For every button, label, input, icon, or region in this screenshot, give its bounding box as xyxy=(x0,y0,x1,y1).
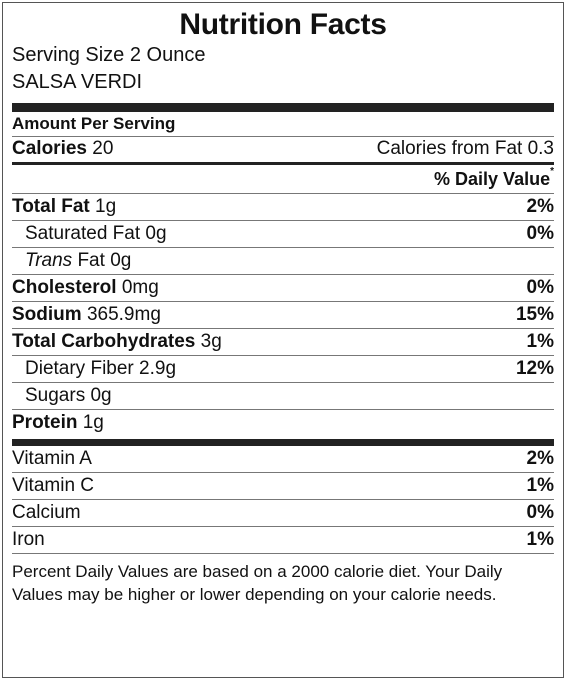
nutrient-name: Total Carbohydrates xyxy=(12,331,196,352)
nutrient-name-italic: Trans xyxy=(25,250,73,271)
nutrient-amount: 0g xyxy=(110,250,132,271)
nutrient-dv: 0% xyxy=(526,277,554,298)
vitamin-name: Vitamin A xyxy=(12,448,92,469)
nutrient-amount: 0g xyxy=(145,223,167,244)
nutrient-name: Sodium xyxy=(12,304,82,325)
calories-from-fat: Calories from Fat 0.3 xyxy=(376,138,554,159)
nutrient-row-protein: Protein 1g xyxy=(12,410,554,436)
nutrient-cell: Dietary Fiber 2.9g xyxy=(25,356,176,382)
nutrient-amount: 3g xyxy=(200,331,222,352)
nutrient-amount: 365.9mg xyxy=(86,304,161,325)
footnote: Percent Daily Values are based on a 2000… xyxy=(12,562,503,604)
vitamin-name: Vitamin C xyxy=(12,475,95,496)
vitamin-row-a: Vitamin A 2% xyxy=(12,446,554,473)
nutrient-name: Total Fat xyxy=(12,196,90,217)
nutrient-row-cholesterol: Cholesterol 0mg 0% xyxy=(12,275,554,302)
nutrient-row-trans-fat: Trans Fat 0g xyxy=(12,248,554,275)
nutrient-row-total-fat: Total Fat 1g 2% xyxy=(12,194,554,221)
daily-value-header-label: % Daily Value xyxy=(434,169,551,189)
nutrient-cell: Saturated Fat 0g xyxy=(25,221,167,247)
vitamin-name: Calcium xyxy=(12,502,81,523)
calories-row: Calories 20 Calories from Fat 0.3 xyxy=(12,137,554,162)
vitamin-row-calcium: Calcium 0% xyxy=(12,500,554,527)
vitamin-dv: 0% xyxy=(526,502,554,523)
nutrient-row-total-carbohydrates: Total Carbohydrates 3g 1% xyxy=(12,329,554,356)
vitamin-dv: 2% xyxy=(526,448,554,469)
nutrient-cell: Cholesterol 0mg xyxy=(12,275,159,301)
nutrient-cell: Trans Fat 0g xyxy=(25,248,131,274)
nutrient-name: Dietary Fiber xyxy=(25,358,134,379)
nutrient-row-sodium: Sodium 365.9mg 15% xyxy=(12,302,554,329)
nutrient-cell: Total Fat 1g xyxy=(12,194,116,220)
nutrient-row-saturated-fat: Saturated Fat 0g 0% xyxy=(12,221,554,248)
calories-cell: Calories 20 xyxy=(12,136,113,162)
nutrient-cell: Sugars 0g xyxy=(25,383,112,409)
nutrient-dv: 1% xyxy=(526,331,554,352)
nutrient-name: Protein xyxy=(12,412,78,433)
nutrient-name-suffix: Fat xyxy=(72,250,105,271)
divider-thick xyxy=(12,103,554,112)
vitamin-dv: 1% xyxy=(526,475,554,496)
nutrient-amount: 1g xyxy=(95,196,117,217)
nutrient-dv: 2% xyxy=(526,196,554,217)
calories-value: 20 xyxy=(92,138,114,159)
nutrient-dv: 15% xyxy=(515,304,554,325)
label-title: Nutrition Facts xyxy=(179,8,387,41)
vitamin-row-iron: Iron 1% xyxy=(12,527,554,554)
nutrient-cell: Sodium 365.9mg xyxy=(12,302,161,328)
vitamin-dv: 1% xyxy=(526,529,554,550)
amount-per-serving: Amount Per Serving xyxy=(12,112,554,137)
nutrient-cell: Protein 1g xyxy=(12,410,104,436)
daily-value-asterisk: * xyxy=(550,166,554,177)
nutrient-cell: Total Carbohydrates 3g xyxy=(12,329,222,355)
vitamin-name: Iron xyxy=(12,529,45,550)
divider-medium xyxy=(12,439,554,446)
nutrient-amount: 0g xyxy=(90,385,112,406)
vitamin-row-c: Vitamin C 1% xyxy=(12,473,554,500)
calories-label: Calories xyxy=(12,138,87,159)
daily-value-header: % Daily Value* xyxy=(12,162,554,194)
nutrient-row-dietary-fiber: Dietary Fiber 2.9g 12% xyxy=(12,356,554,383)
nutrient-dv: 12% xyxy=(515,358,554,379)
nutrient-amount: 1g xyxy=(82,412,104,433)
nutrient-name: Cholesterol xyxy=(12,277,117,298)
nutrient-name: Sugars xyxy=(25,385,86,406)
nutrient-amount: 0mg xyxy=(121,277,159,298)
serving-size: Serving Size 2 Ounce xyxy=(12,44,206,66)
nutrient-dv: 0% xyxy=(526,223,554,244)
daily-value-header-text: % Daily Value* xyxy=(434,165,554,193)
label-content: Nutrition Facts Serving Size 2 Ounce SAL… xyxy=(12,3,554,606)
nutrient-name: Saturated Fat xyxy=(25,223,141,244)
nutrient-row-sugars: Sugars 0g xyxy=(12,383,554,410)
nutrient-amount: 2.9g xyxy=(139,358,177,379)
product-name: SALSA VERDI xyxy=(12,71,143,93)
